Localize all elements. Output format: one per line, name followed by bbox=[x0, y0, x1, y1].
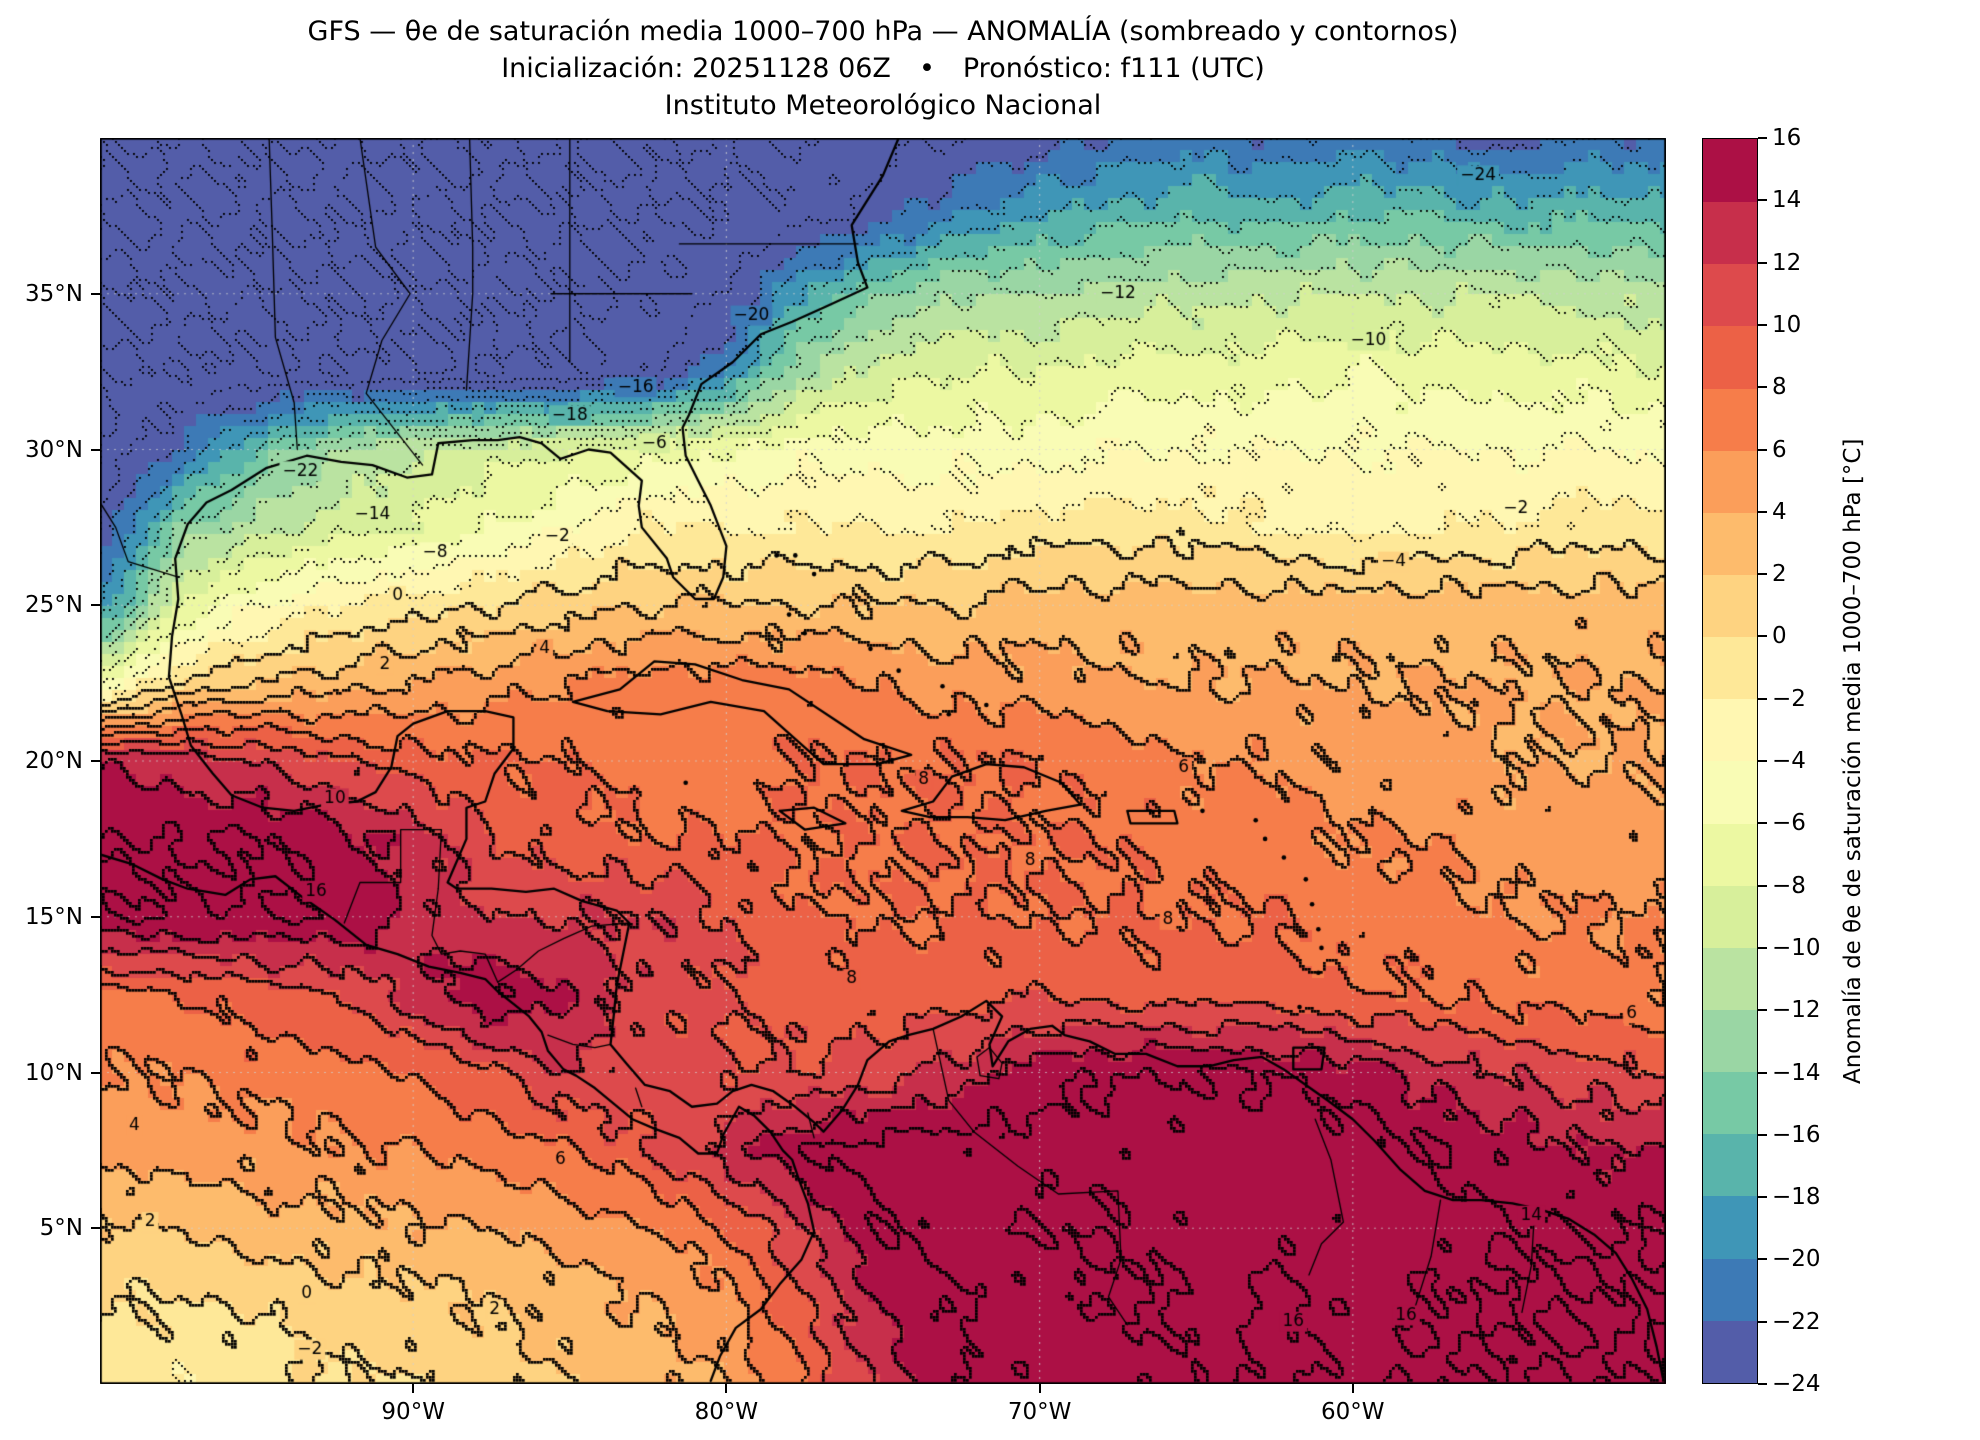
colorbar-tick-label: −14 bbox=[1772, 1059, 1821, 1086]
y-tick-label: 10°N bbox=[25, 1059, 83, 1086]
colorbar-segment bbox=[1703, 1195, 1757, 1259]
colorbar-segment bbox=[1703, 822, 1757, 886]
y-tick-label: 20°N bbox=[25, 748, 83, 774]
chart-subtitle-init: Inicialización: 20251128 06Z bbox=[501, 53, 891, 84]
colorbar-tick bbox=[1758, 386, 1767, 389]
y-axis-tick bbox=[91, 915, 100, 918]
colorbar-tick bbox=[1758, 946, 1767, 949]
x-tick-label: 80°W bbox=[694, 1399, 759, 1425]
colorbar-tick-label: −20 bbox=[1772, 1246, 1821, 1273]
colorbar-tick-label: −18 bbox=[1772, 1184, 1821, 1211]
colorbar-segment bbox=[1703, 387, 1757, 451]
colorbar-tick-label: −10 bbox=[1772, 934, 1821, 961]
colorbar-tick-label: −24 bbox=[1772, 1371, 1821, 1397]
y-tick-label: 25°N bbox=[25, 592, 83, 619]
colorbar-segment bbox=[1703, 884, 1757, 948]
colorbar-tick bbox=[1758, 1071, 1767, 1074]
colorbar-tick-label: −6 bbox=[1772, 810, 1806, 837]
colorbar-tick-label: 14 bbox=[1772, 187, 1802, 214]
colorbar-segment bbox=[1703, 1319, 1757, 1383]
colorbar-tick-label: 8 bbox=[1772, 374, 1787, 401]
y-axis-tick bbox=[91, 604, 100, 607]
colorbar-segment bbox=[1703, 946, 1757, 1010]
colorbar-tick bbox=[1758, 1196, 1767, 1199]
x-axis-tick bbox=[725, 1384, 728, 1393]
colorbar-segment bbox=[1703, 1008, 1757, 1073]
colorbar-segment bbox=[1703, 325, 1757, 389]
x-tick-label: 70°W bbox=[1007, 1399, 1072, 1425]
colorbar-segment bbox=[1703, 263, 1757, 327]
colorbar-tick bbox=[1758, 573, 1767, 576]
colorbar-tick-label: −16 bbox=[1772, 1121, 1821, 1148]
colorbar-tick bbox=[1758, 1258, 1767, 1261]
colorbar-segment bbox=[1703, 760, 1757, 824]
colorbar-tick-label: 2 bbox=[1772, 561, 1787, 588]
colorbar-tick-label: −8 bbox=[1772, 872, 1806, 899]
colorbar-tick bbox=[1758, 697, 1767, 700]
y-axis-tick bbox=[91, 292, 100, 295]
x-axis-tick bbox=[1351, 1384, 1354, 1393]
colorbar-tick bbox=[1758, 884, 1767, 887]
colorbar-tick bbox=[1758, 760, 1767, 762]
colorbar-tick bbox=[1758, 1320, 1767, 1323]
colorbar-segment bbox=[1703, 449, 1757, 513]
colorbar-segment bbox=[1703, 698, 1757, 762]
chart-institution: Instituto Meteorológico Nacional bbox=[664, 90, 1102, 121]
colorbar-tick bbox=[1758, 822, 1767, 825]
colorbar-segment bbox=[1703, 139, 1757, 203]
y-tick-label: 35°N bbox=[25, 280, 83, 307]
colorbar-tick bbox=[1758, 1383, 1767, 1385]
colorbar-tick bbox=[1758, 1133, 1767, 1136]
colorbar-segment bbox=[1703, 1071, 1757, 1135]
colorbar-tick bbox=[1758, 199, 1767, 202]
y-tick-label: 5°N bbox=[39, 1215, 83, 1242]
colorbar-tick bbox=[1758, 137, 1767, 139]
colorbar-segment bbox=[1703, 1133, 1757, 1197]
colorbar bbox=[1702, 138, 1758, 1384]
colorbar-tick-label: 0 bbox=[1772, 623, 1787, 650]
colorbar-tick-label: −2 bbox=[1772, 685, 1806, 712]
y-tick-label: 15°N bbox=[25, 903, 83, 930]
colorbar-tick bbox=[1758, 448, 1767, 451]
colorbar-segment bbox=[1703, 511, 1757, 575]
colorbar-tick-label: 6 bbox=[1772, 436, 1787, 463]
colorbar-tick-label: 16 bbox=[1772, 125, 1802, 151]
chart-title: GFS — θe de saturación media 1000–700 hP… bbox=[307, 16, 1459, 47]
colorbar-segment bbox=[1703, 201, 1757, 265]
colorbar-segment bbox=[1703, 1257, 1757, 1321]
y-axis-tick bbox=[91, 1071, 100, 1074]
bullet-separator: • bbox=[918, 53, 935, 84]
y-axis-tick bbox=[91, 448, 100, 451]
colorbar-tick bbox=[1758, 261, 1767, 264]
y-axis-tick bbox=[91, 760, 100, 762]
x-axis-tick bbox=[412, 1384, 415, 1393]
colorbar-tick bbox=[1758, 1009, 1767, 1012]
colorbar-tick-label: −4 bbox=[1772, 748, 1806, 774]
x-axis-tick bbox=[1038, 1384, 1041, 1393]
anomaly-map-canvas bbox=[100, 138, 1666, 1384]
x-tick-label: 60°W bbox=[1321, 1399, 1385, 1425]
colorbar-segment bbox=[1703, 573, 1757, 638]
y-axis-tick bbox=[91, 1227, 100, 1230]
colorbar-tick-label: 4 bbox=[1772, 498, 1787, 525]
colorbar-tick bbox=[1758, 323, 1767, 326]
x-tick-label: 90°W bbox=[381, 1399, 445, 1425]
colorbar-tick bbox=[1758, 635, 1767, 638]
colorbar-tick-label: 10 bbox=[1772, 311, 1802, 338]
colorbar-tick-label: −22 bbox=[1772, 1308, 1821, 1335]
colorbar-segment bbox=[1703, 636, 1757, 700]
colorbar-tick-label: 12 bbox=[1772, 249, 1802, 276]
chart-subtitle-forecast: Pronóstico: f111 (UTC) bbox=[962, 53, 1265, 84]
y-tick-label: 30°N bbox=[25, 436, 83, 463]
chart-subtitle: Inicialización: 20251128 06Z • Pronóstico:… bbox=[100, 53, 1666, 84]
colorbar-tick-label: −12 bbox=[1772, 997, 1821, 1024]
colorbar-tick bbox=[1758, 510, 1767, 513]
